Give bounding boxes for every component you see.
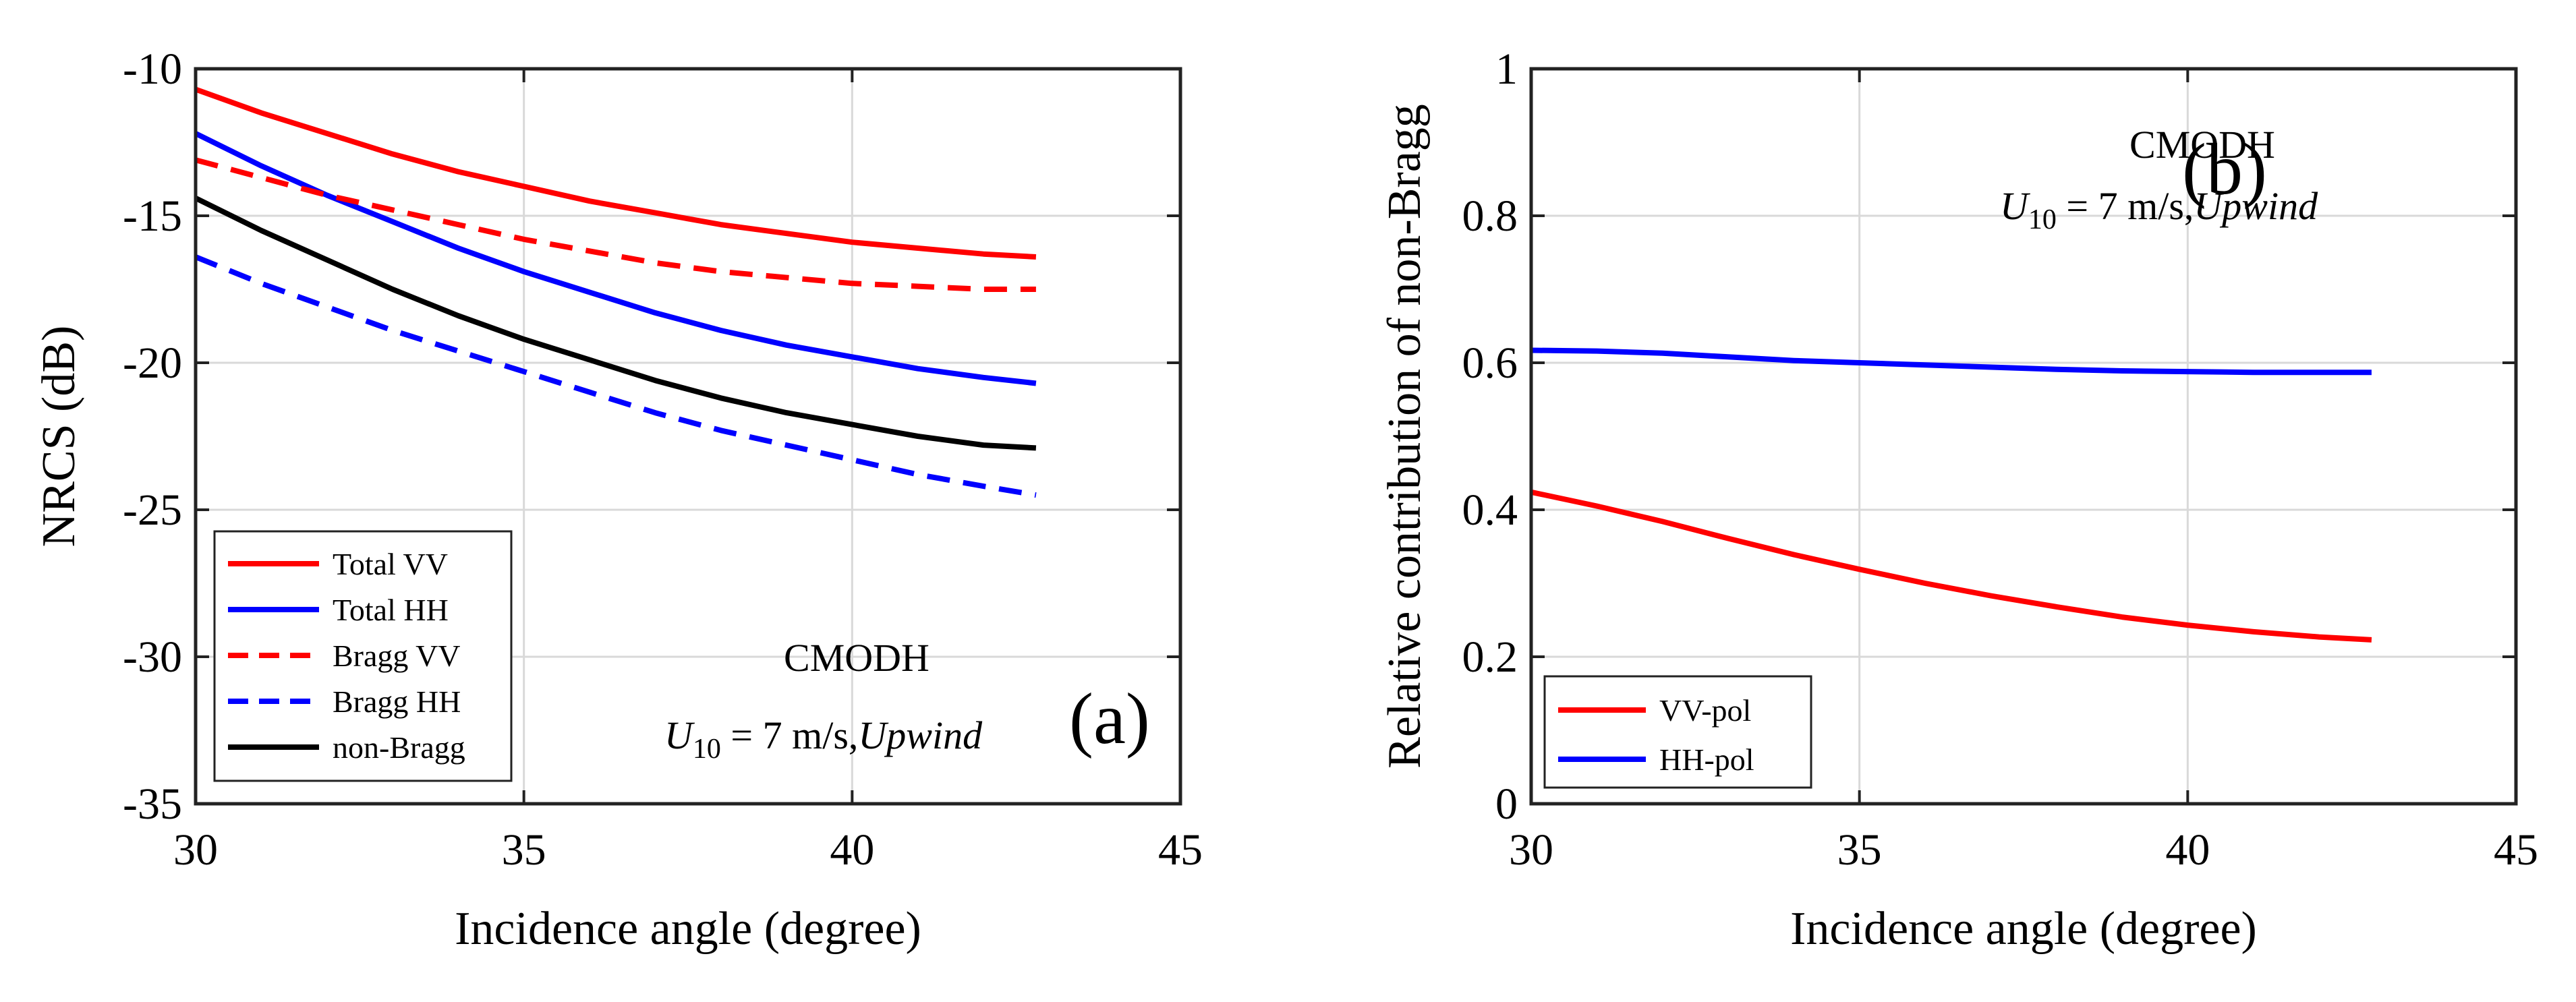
series-line-bragg-vv	[194, 157, 1036, 292]
x-axis-label-a: Incidence angle (degree)	[455, 903, 921, 955]
plot-frame-b	[1529, 67, 2518, 806]
panel-a: 30 35 40 45 -35 -30 -25 -20 -15 -10 Incidence ang…	[33, 45, 1203, 955]
legend-label: non-Bragg	[333, 730, 465, 765]
y-tick-label: 0.4	[1462, 485, 1518, 535]
panel-label-a: (a)	[1069, 679, 1150, 759]
legend-label: Bragg HH	[333, 684, 461, 719]
y-tick-label: -10	[123, 45, 182, 94]
y-tick-label: -25	[123, 485, 182, 535]
series-line-vv-pol	[1530, 489, 2372, 643]
series-group-a	[194, 86, 1037, 498]
legend-label: Total VV	[333, 547, 448, 581]
annotation-rest-b: = 7 m/s,	[2057, 184, 2194, 228]
series-group-b	[1530, 347, 2372, 643]
x-tick-label: 45	[1158, 825, 1203, 875]
x-tick-label: 40	[830, 825, 874, 875]
annotation-model-a: CMODH	[784, 636, 929, 680]
ticks-b: 30 35 40 45 0 0.2 0.4 0.6 0.8 1	[1462, 45, 2539, 875]
x-tick-label: 45	[2494, 825, 2538, 875]
x-tick-label: 40	[2165, 825, 2210, 875]
annotation-rest-a: = 7 m/s,	[721, 713, 859, 757]
legend-box-b	[1543, 675, 1812, 789]
annotation-conditions-a: U10 = 7 m/s,Upwind	[664, 713, 983, 765]
y-tick-label: -30	[123, 632, 182, 682]
x-tick-label: 35	[1837, 825, 1882, 875]
legend-a: Total VV Total HH Bragg VV Bragg HH non-Brag…	[213, 530, 513, 782]
y-tick-label: 0.2	[1462, 632, 1518, 682]
annotation-dir-b: Upwind	[2194, 184, 2318, 228]
annotation-u-b: U	[2000, 184, 2031, 228]
legend-label: Total HH	[333, 593, 449, 627]
annotation-sub-b: 10	[2028, 204, 2057, 235]
legend-label: HH-pol	[1659, 742, 1754, 777]
annotation-dir-a: Upwind	[858, 713, 983, 757]
y-tick-label: 1	[1495, 45, 1518, 94]
legend-entries-a: Total VV Total HH Bragg VV Bragg HH non-Brag…	[228, 547, 465, 765]
annotation-sub-a: 10	[693, 734, 721, 765]
plot-frame-a	[194, 67, 1182, 806]
legend-label: Bragg VV	[333, 639, 461, 673]
y-axis-label-a: NRCS (dB)	[33, 326, 85, 548]
annotation-model-b: CMODH	[2129, 123, 2275, 167]
ticks-a: 30 35 40 45 -35 -30 -25 -20 -15 -10	[123, 45, 1203, 875]
legend-entries-b: VV-pol HH-pol	[1558, 693, 1754, 777]
series-line-hh-pol	[1530, 347, 2372, 376]
x-axis-label-b: Incidence angle (degree)	[1790, 903, 2257, 955]
y-tick-label: -35	[123, 779, 182, 829]
x-tick-label: 30	[1509, 825, 1553, 875]
y-tick-label: -15	[123, 191, 182, 241]
y-tick-label: -20	[123, 338, 182, 388]
y-tick-label: 0.8	[1462, 191, 1518, 241]
annotation-conditions-b: U10 = 7 m/s,Upwind	[2000, 184, 2318, 235]
series-line-bragg-hh	[194, 254, 1037, 498]
annotation-u-a: U	[664, 713, 695, 757]
panel-b: 30 35 40 45 0 0.2 0.4 0.6 0.8 1 Incidence angle (…	[1379, 45, 2538, 955]
y-tick-label: 0.6	[1462, 338, 1518, 388]
x-tick-label: 30	[173, 825, 218, 875]
legend-label: VV-pol	[1659, 693, 1751, 728]
panel-label-b: (b)	[2182, 129, 2267, 210]
series-line-non-bragg	[194, 196, 1037, 451]
series-line-total-vv	[194, 86, 1037, 260]
y-axis-label-b: Relative contribution of non-Bragg	[1379, 104, 1431, 769]
y-tick-label: 0	[1495, 779, 1518, 829]
x-tick-label: 35	[502, 825, 546, 875]
legend-b: VV-pol HH-pol	[1543, 675, 1812, 789]
